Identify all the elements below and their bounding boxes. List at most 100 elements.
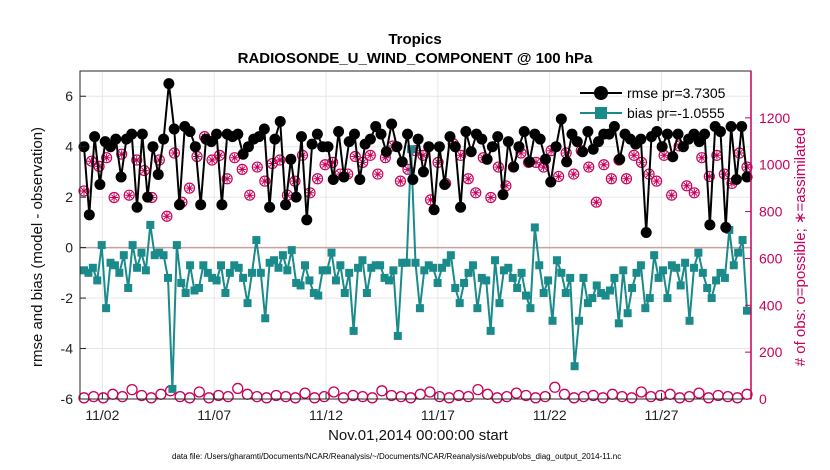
obs-assimilated-circle — [590, 196, 602, 208]
rmse-point — [147, 141, 159, 153]
rmse-point — [396, 156, 408, 168]
bias-point — [296, 281, 305, 290]
bias-point — [495, 299, 504, 308]
obs-possible-marker — [241, 388, 253, 400]
bias-point — [305, 276, 314, 285]
obs-possible-marker — [731, 392, 744, 404]
obs-possible-marker — [318, 391, 330, 403]
obs-assimilated-asterisk — [419, 151, 427, 160]
y-tick-label: 4 — [65, 139, 73, 155]
bias-point — [217, 261, 226, 270]
obs-assimilated-circle — [485, 191, 497, 204]
bias-line — [83, 149, 748, 389]
obs-possible-marker — [635, 386, 647, 398]
obs-possible-marker — [472, 383, 484, 396]
obs-assimilated-marker — [372, 168, 384, 180]
legend-bias-marker — [595, 107, 607, 119]
bias-point — [141, 266, 150, 275]
rmse-point — [736, 121, 748, 133]
obs-assimilated-asterisk — [155, 156, 164, 164]
rmse-point — [349, 128, 361, 140]
rmse-point — [423, 141, 435, 153]
obs-possible-marker — [232, 382, 244, 395]
rmse-point — [338, 171, 350, 183]
rmse-point — [635, 133, 647, 145]
bias-point — [358, 256, 367, 265]
obs-possible-marker — [376, 385, 388, 397]
bias-point — [159, 251, 168, 260]
obs-assimilated-marker — [244, 189, 256, 201]
obs-assimilated-asterisk — [366, 151, 375, 160]
obs-assimilated-asterisk — [351, 152, 360, 161]
obs-possible-marker — [549, 381, 561, 393]
bias-point — [738, 236, 747, 245]
obs-assimilated-circle — [221, 173, 233, 185]
bias-point — [561, 289, 570, 298]
bias-point — [579, 273, 588, 282]
obs-assimilated-asterisk — [238, 165, 247, 174]
obs-assimilated-marker — [221, 173, 233, 185]
rmse-point — [571, 136, 583, 148]
bias-point — [163, 273, 172, 282]
bias-point — [239, 273, 248, 282]
obs-possible-marker — [87, 391, 100, 403]
bias-point — [729, 261, 738, 270]
bias-point — [331, 276, 340, 285]
obs-assimilated-circle — [349, 150, 361, 163]
rmse-point — [439, 179, 451, 191]
obs-possible-marker — [193, 386, 205, 398]
obs-assimilated-asterisk — [630, 151, 638, 160]
x-axis: 11/02 11/07 11/12 11/17 11/22 11/27 — [85, 393, 679, 423]
rmse-point — [386, 118, 398, 130]
y-tick-label: -4 — [61, 341, 74, 357]
bias-point — [283, 266, 292, 275]
obs-possible-marker — [145, 392, 157, 404]
rmse-point — [89, 131, 101, 143]
obs-assimilated-asterisk — [275, 156, 284, 164]
obs-assimilated-circle — [116, 148, 128, 160]
obs-assimilated-marker — [417, 149, 429, 161]
rmse-point — [285, 153, 297, 165]
bias-point — [194, 283, 203, 292]
bias-point — [530, 223, 539, 232]
rmse-point — [131, 201, 143, 213]
obs-possible-marker — [222, 391, 234, 403]
obs-assimilated-marker — [116, 148, 128, 160]
bias-point — [605, 286, 614, 295]
obs-assimilated-marker — [206, 154, 218, 166]
y-axis-label-left: rmse and bias (model - observation) — [29, 127, 46, 367]
obs-assimilated-marker — [214, 149, 226, 161]
y-right-tick-label: 200 — [759, 344, 783, 360]
chart-title: Tropics — [388, 31, 441, 48]
rmse-point — [126, 128, 138, 140]
obs-assimilated-circle — [417, 149, 429, 161]
obs-assimilated-marker — [364, 149, 376, 161]
rmse-point — [704, 219, 716, 231]
obs-assimilated-marker — [183, 182, 196, 194]
obs-assimilated-marker — [108, 191, 120, 204]
rmse-point — [614, 153, 626, 165]
rmse-point — [322, 141, 334, 153]
bias-point — [482, 276, 491, 285]
bias-point — [716, 268, 725, 277]
obs-assimilated-asterisk — [80, 187, 88, 195]
rmse-point — [577, 146, 589, 158]
obs-assimilated-marker — [605, 173, 617, 185]
rmse-point — [661, 128, 673, 140]
obs-possible-marker — [683, 391, 695, 403]
bias-point — [681, 258, 690, 267]
bias-point — [623, 309, 632, 318]
obs-assimilated-asterisk — [712, 151, 721, 160]
obs-assimilated-marker — [590, 196, 602, 208]
bias-point — [468, 261, 477, 270]
bias-point — [124, 283, 133, 292]
obs-assimilated-circle — [568, 168, 580, 180]
bias-point — [102, 304, 111, 313]
rmse-point — [545, 176, 557, 188]
y-right-tick-label: 600 — [759, 250, 783, 266]
bias-point — [694, 248, 703, 257]
bias-point — [146, 220, 155, 229]
bias-point — [566, 273, 575, 282]
bias-point — [137, 248, 146, 257]
